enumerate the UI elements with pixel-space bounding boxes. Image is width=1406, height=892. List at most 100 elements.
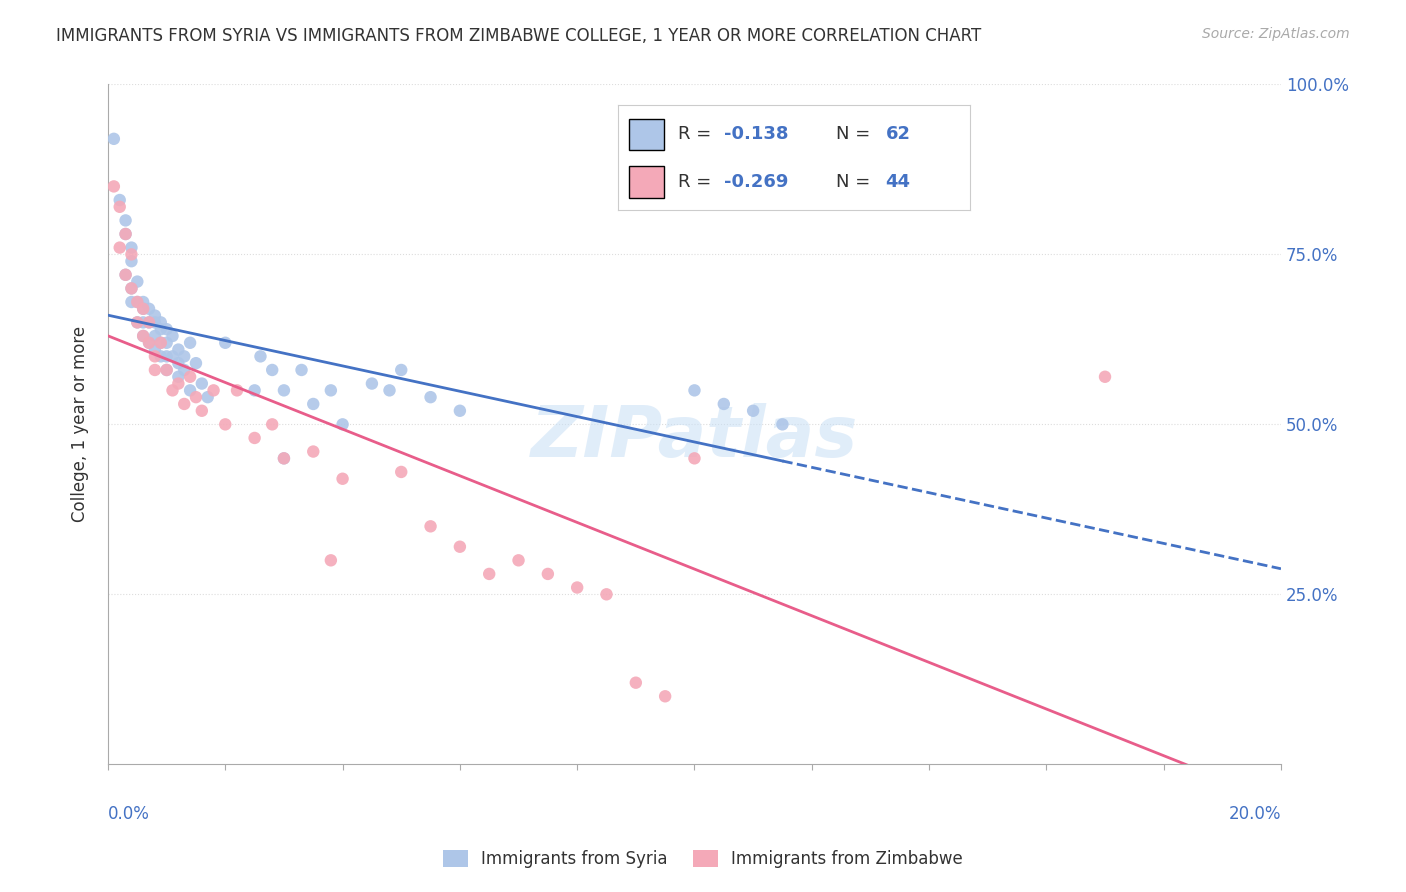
Point	[361, 376, 384, 391]
Point	[114, 213, 136, 227]
Point	[120, 281, 142, 295]
Point	[478, 566, 501, 581]
Point	[624, 675, 647, 690]
Point	[132, 315, 155, 329]
Point	[537, 566, 560, 581]
Point	[378, 384, 401, 398]
Point	[156, 363, 179, 377]
Point	[214, 417, 236, 432]
Point	[156, 363, 179, 377]
Point	[654, 690, 676, 704]
Point	[108, 241, 131, 255]
Point	[127, 315, 149, 329]
Point	[138, 301, 160, 316]
Point	[132, 301, 155, 316]
Text: ZIPatlas: ZIPatlas	[531, 403, 858, 473]
Point	[143, 343, 166, 357]
Point	[120, 247, 142, 261]
Point	[132, 295, 155, 310]
Point	[132, 329, 155, 343]
Point	[114, 227, 136, 241]
Point	[683, 384, 706, 398]
Point	[143, 309, 166, 323]
Point	[114, 268, 136, 282]
Point	[249, 350, 271, 364]
Point	[149, 315, 172, 329]
Point	[226, 384, 249, 398]
Point	[173, 397, 195, 411]
Point	[214, 335, 236, 350]
Text: 20.0%: 20.0%	[1229, 805, 1281, 823]
Point	[143, 329, 166, 343]
Legend: Immigrants from Syria, Immigrants from Zimbabwe: Immigrants from Syria, Immigrants from Z…	[436, 843, 970, 875]
Point	[108, 193, 131, 207]
Point	[595, 587, 617, 601]
Point	[508, 553, 530, 567]
Point	[197, 390, 219, 404]
Point	[449, 540, 471, 554]
Point	[273, 451, 295, 466]
Point	[138, 335, 160, 350]
Point	[120, 241, 142, 255]
Point	[179, 335, 201, 350]
Point	[156, 350, 179, 364]
Point	[127, 275, 149, 289]
Point	[419, 390, 441, 404]
Point	[120, 295, 142, 310]
Point	[179, 384, 201, 398]
Point	[167, 369, 190, 384]
Point	[162, 329, 184, 343]
Point	[114, 227, 136, 241]
Text: IMMIGRANTS FROM SYRIA VS IMMIGRANTS FROM ZIMBABWE COLLEGE, 1 YEAR OR MORE CORREL: IMMIGRANTS FROM SYRIA VS IMMIGRANTS FROM…	[56, 27, 981, 45]
Point	[127, 315, 149, 329]
Point	[243, 384, 266, 398]
Point	[302, 397, 325, 411]
Point	[243, 431, 266, 445]
Point	[149, 335, 172, 350]
Point	[772, 417, 794, 432]
Point	[191, 403, 214, 417]
Text: 0.0%: 0.0%	[108, 805, 150, 823]
Point	[108, 200, 131, 214]
Point	[138, 315, 160, 329]
Point	[143, 363, 166, 377]
Point	[179, 369, 201, 384]
Point	[162, 384, 184, 398]
Point	[713, 397, 735, 411]
Point	[262, 417, 284, 432]
Point	[149, 322, 172, 336]
Point	[167, 376, 190, 391]
Point	[103, 179, 125, 194]
Point	[1094, 369, 1116, 384]
Point	[262, 363, 284, 377]
Point	[103, 132, 125, 146]
Point	[202, 384, 225, 398]
Point	[156, 322, 179, 336]
Point	[683, 451, 706, 466]
Point	[132, 301, 155, 316]
Point	[319, 384, 342, 398]
Point	[120, 254, 142, 268]
Y-axis label: College, 1 year or more: College, 1 year or more	[72, 326, 89, 523]
Point	[138, 335, 160, 350]
Point	[143, 350, 166, 364]
Point	[567, 581, 589, 595]
Point	[332, 472, 354, 486]
Point	[143, 315, 166, 329]
Point	[184, 390, 207, 404]
Point	[290, 363, 312, 377]
Point	[173, 350, 195, 364]
Point	[191, 376, 214, 391]
Point	[319, 553, 342, 567]
Point	[167, 343, 190, 357]
Point	[162, 350, 184, 364]
Point	[120, 281, 142, 295]
Point	[273, 384, 295, 398]
Point	[132, 329, 155, 343]
Point	[149, 350, 172, 364]
Point	[389, 465, 412, 479]
Point	[156, 335, 179, 350]
Point	[332, 417, 354, 432]
Point	[138, 315, 160, 329]
Point	[273, 451, 295, 466]
